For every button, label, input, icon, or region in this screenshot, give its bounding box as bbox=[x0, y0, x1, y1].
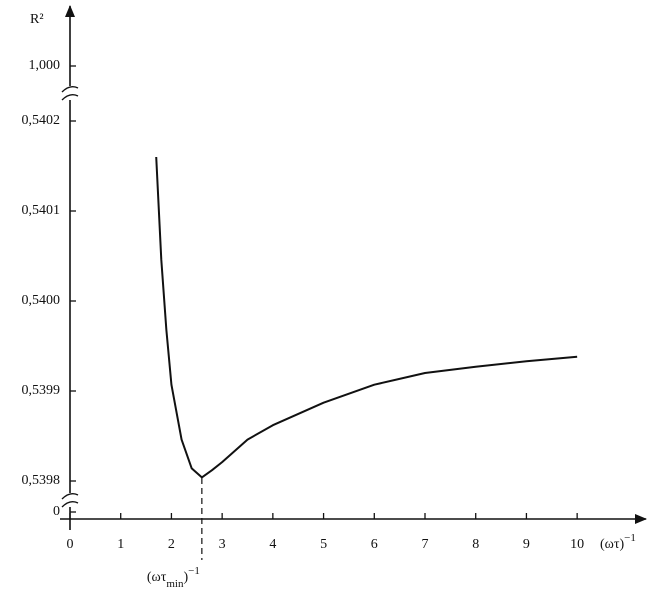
x-tick-label: 2 bbox=[168, 537, 175, 552]
x-tick-label: 0 bbox=[67, 537, 74, 552]
y-tick-label: 0,5401 bbox=[22, 203, 61, 218]
annotation-sup: −1 bbox=[188, 565, 200, 577]
annotation-label: (ωτmin)−1 bbox=[147, 565, 200, 590]
x-tick-label: 9 bbox=[523, 537, 530, 552]
y-tick-label: 0,5402 bbox=[22, 113, 61, 128]
x-tick-label: 1 bbox=[117, 537, 124, 552]
x-tick-label: 10 bbox=[570, 537, 584, 552]
y-tick-label: 0,5399 bbox=[22, 383, 61, 398]
y-break-tick-label: 1,000 bbox=[29, 58, 61, 73]
y-tick-label: 0,5398 bbox=[22, 473, 61, 488]
y-axis-label: R² bbox=[30, 12, 44, 27]
x-axis-label-main: (ωτ) bbox=[600, 537, 625, 552]
x-tick-label: 5 bbox=[320, 537, 327, 552]
axis-break-marks bbox=[61, 85, 79, 508]
x-axis-label: (ωτ)−1 bbox=[600, 532, 636, 553]
x-axis-label-sup: −1 bbox=[624, 532, 636, 544]
x-tick-label: 8 bbox=[472, 537, 479, 552]
x-tick-label: 3 bbox=[219, 537, 226, 552]
y-tick-label: 0,5400 bbox=[22, 293, 61, 308]
data-line bbox=[155, 156, 578, 479]
x-tick-label: 6 bbox=[371, 537, 378, 552]
annotation-sub: min bbox=[166, 578, 184, 590]
y-break-tick-label: 0 bbox=[53, 504, 60, 519]
annotation-part: ) bbox=[183, 570, 188, 585]
annotation-part: (ωτ bbox=[147, 570, 167, 585]
x-tick-label: 7 bbox=[422, 537, 429, 552]
x-tick-label: 4 bbox=[269, 537, 276, 552]
